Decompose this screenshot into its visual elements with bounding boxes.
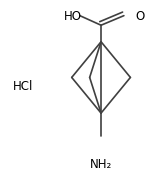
Text: NH₂: NH₂ — [90, 158, 112, 171]
Text: O: O — [135, 10, 145, 23]
Text: HCl: HCl — [13, 81, 33, 93]
Text: HO: HO — [64, 10, 82, 23]
